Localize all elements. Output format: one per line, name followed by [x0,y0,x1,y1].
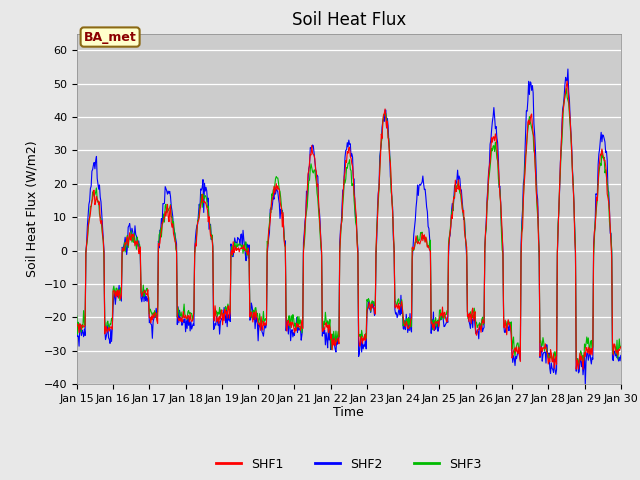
SHF3 [617,344,625,349]
SHF1 [340,173,348,179]
SHF3 [340,177,348,183]
SHF2 [582,382,589,388]
SHF3 [73,313,81,319]
SHF2 [193,227,200,233]
X-axis label: Time: Time [333,407,364,420]
SHF2 [73,330,81,336]
Y-axis label: Soil Heat Flux (W/m2): Soil Heat Flux (W/m2) [25,141,38,277]
SHF3 [575,363,582,369]
SHF3 [193,237,200,243]
SHF3 [216,305,223,311]
SHF1 [563,78,571,84]
SHF2 [447,223,454,229]
Line: SHF1: SHF1 [77,81,621,369]
SHF2 [617,352,625,358]
Text: BA_met: BA_met [84,31,136,44]
SHF3 [563,85,570,91]
Title: Soil Heat Flux: Soil Heat Flux [292,11,406,29]
SHF2 [564,66,572,72]
SHF1 [617,344,625,350]
SHF3 [394,301,401,307]
SHF1 [447,224,454,229]
SHF1 [568,148,575,154]
SHF1 [73,323,81,329]
Legend: SHF1, SHF2, SHF3: SHF1, SHF2, SHF3 [211,453,486,476]
SHF1 [216,314,223,320]
SHF2 [216,331,223,337]
SHF1 [193,243,200,249]
SHF3 [568,151,575,156]
Line: SHF2: SHF2 [77,69,621,385]
SHF1 [579,366,587,372]
SHF2 [568,144,575,150]
SHF1 [394,303,401,309]
SHF3 [447,219,454,225]
SHF2 [340,170,348,176]
SHF2 [394,315,401,321]
Line: SHF3: SHF3 [77,88,621,366]
